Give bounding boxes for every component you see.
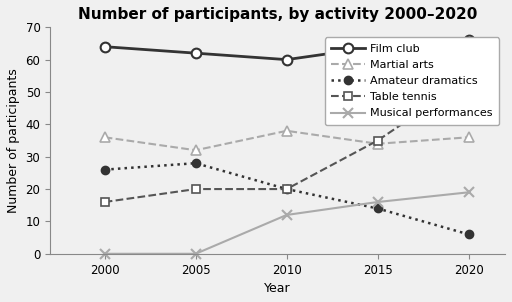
Legend: Film club, Martial arts, Amateur dramatics, Table tennis, Musical performances: Film club, Martial arts, Amateur dramati… xyxy=(325,37,500,125)
X-axis label: Year: Year xyxy=(264,282,291,295)
Film club xyxy=(465,38,472,42)
Y-axis label: Number of participants: Number of participants xyxy=(7,68,20,213)
Amateur dramatics xyxy=(375,207,381,210)
Musical performances xyxy=(284,213,290,217)
Line: Film club: Film club xyxy=(100,35,474,65)
Table tennis xyxy=(193,187,199,191)
Table tennis xyxy=(375,139,381,142)
Line: Table tennis: Table tennis xyxy=(100,75,473,206)
Title: Number of participants, by activity 2000–2020: Number of participants, by activity 2000… xyxy=(78,7,477,22)
Film club xyxy=(101,45,108,49)
Film club xyxy=(193,51,199,55)
Film club xyxy=(284,58,290,61)
Martial arts xyxy=(284,129,290,133)
Martial arts xyxy=(193,148,199,152)
Table tennis xyxy=(465,77,472,81)
Amateur dramatics xyxy=(101,168,108,172)
Musical performances xyxy=(101,252,108,255)
Martial arts xyxy=(465,136,472,139)
Table tennis xyxy=(101,200,108,204)
Amateur dramatics xyxy=(465,233,472,236)
Line: Amateur dramatics: Amateur dramatics xyxy=(100,159,473,239)
Martial arts xyxy=(101,136,108,139)
Line: Martial arts: Martial arts xyxy=(100,126,474,155)
Table tennis xyxy=(284,187,290,191)
Line: Musical performances: Musical performances xyxy=(100,188,474,259)
Musical performances xyxy=(375,200,381,204)
Amateur dramatics xyxy=(284,187,290,191)
Martial arts xyxy=(375,142,381,146)
Musical performances xyxy=(465,191,472,194)
Amateur dramatics xyxy=(193,161,199,165)
Film club xyxy=(375,45,381,49)
Musical performances xyxy=(193,252,199,255)
